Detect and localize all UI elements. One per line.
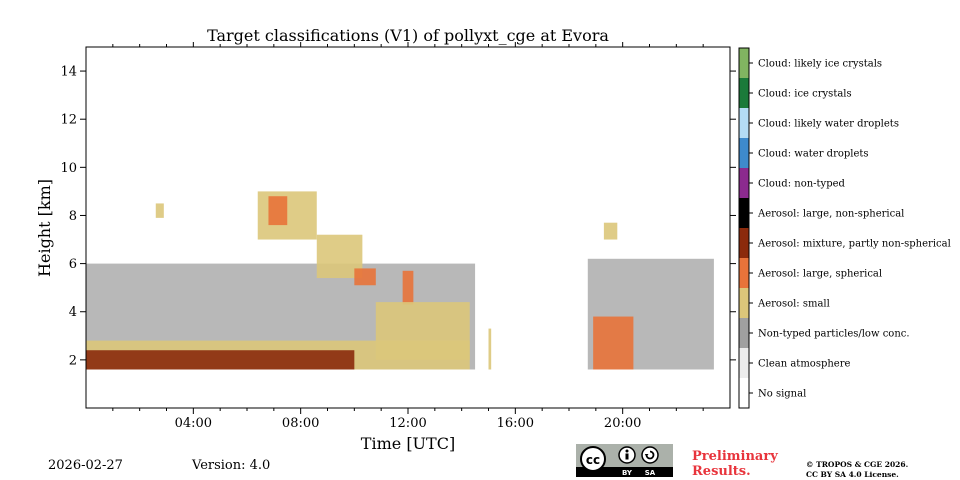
x-tick-label-4: 20:00 [604, 416, 641, 431]
class-region-13 [603, 222, 618, 240]
x-tick-label-0: 04:00 [175, 416, 212, 431]
class-region-2 [86, 350, 355, 370]
colorbar-swatch-2 [739, 108, 749, 138]
colorbar-swatch-3 [739, 138, 749, 168]
cc-text: cc [586, 453, 600, 467]
colorbar-swatch-7 [739, 258, 749, 288]
copyright-line-2: CC BY SA 4.0 License. [806, 470, 899, 479]
colorbar-label-4: Cloud: non-typed [758, 179, 846, 190]
class-region-10 [488, 328, 492, 370]
class-region-5 [268, 196, 288, 226]
colorbar-label-8: Aerosol: small [757, 299, 830, 310]
by-text: BY [622, 469, 633, 477]
colorbar-label-11: No signal [758, 389, 806, 400]
colorbar-swatch-9 [739, 318, 749, 348]
colorbar-swatch-1 [739, 78, 749, 108]
version-label: Version: 4.0 [192, 458, 271, 473]
axis-layer: 04:00 08:00 12:00 16:00 20:00 2 4 6 8 10 12 14 [60, 42, 736, 431]
colorbar-swatch-8 [739, 288, 749, 318]
colorbar-swatch-6 [739, 228, 749, 258]
colorbar-label-7: Aerosol: large, spherical [757, 269, 882, 280]
colorbar-swatch-10 [739, 348, 749, 378]
colorbar-swatch-4 [739, 168, 749, 198]
copyright-line-1: © TROPOS & CGE 2026. [806, 460, 909, 469]
y-tick-label-4: 10 [60, 161, 77, 176]
colorbar-swatch-11 [739, 378, 749, 408]
y-tick-label-3: 8 [69, 209, 77, 224]
x-tick-label-3: 16:00 [497, 416, 534, 431]
colorbar-label-3: Cloud: water droplets [758, 149, 869, 160]
by-icon [618, 446, 636, 464]
y-tick-label-5: 12 [60, 113, 77, 128]
preliminary-notice: Preliminary Results. [692, 449, 778, 479]
colorbar: Cloud: likely ice crystals Cloud: ice cry… [738, 47, 951, 409]
colorbar-swatch-5 [739, 198, 749, 228]
plot-layer [86, 191, 714, 370]
colorbar-label-6: Aerosol: mixture, partly non-spherical [757, 239, 951, 250]
colorbar-label-0: Cloud: likely ice crystals [758, 59, 882, 70]
cc-license-badge[interactable]: cc BY SA [576, 444, 673, 477]
copyright-notice: © TROPOS & CGE 2026. CC BY SA 4.0 Licens… [806, 460, 908, 480]
y-tick-label-6: 14 [60, 65, 77, 80]
class-region-9 [375, 302, 470, 360]
class-region-3 [155, 203, 164, 218]
colorbar-swatch-0 [739, 48, 749, 78]
preliminary-line-2: Results. [692, 464, 751, 479]
x-axis-label: Time [UTC] [361, 434, 455, 453]
y-tick-label-1: 4 [69, 305, 77, 320]
colorbar-label-1: Cloud: ice crystals [758, 89, 852, 100]
chart-title: Target classifications (V1) of pollyxt_c… [207, 26, 609, 45]
x-tick-label-2: 12:00 [389, 416, 426, 431]
colorbar-frame [738, 47, 750, 409]
sa-text: SA [645, 469, 656, 477]
y-tick-label-0: 2 [69, 353, 77, 368]
sa-icon [641, 446, 659, 464]
colorbar-label-5: Aerosol: large, non-spherical [757, 209, 904, 220]
class-region-12 [593, 316, 634, 370]
date-label: 2026-02-27 [48, 458, 123, 473]
class-region-8 [402, 270, 414, 305]
colorbar-label-9: Non-typed particles/low conc. [758, 329, 910, 340]
preliminary-line-1: Preliminary [692, 449, 778, 464]
y-tick-label-2: 6 [69, 257, 77, 272]
cc-icon: cc [580, 446, 606, 472]
y-axis-label: Height [km] [35, 179, 54, 277]
x-tick-label-1: 08:00 [282, 416, 319, 431]
colorbar-label-2: Cloud: likely water droplets [758, 119, 899, 130]
class-region-7 [354, 268, 376, 286]
colorbar-label-10: Clean atmosphere [758, 359, 851, 370]
